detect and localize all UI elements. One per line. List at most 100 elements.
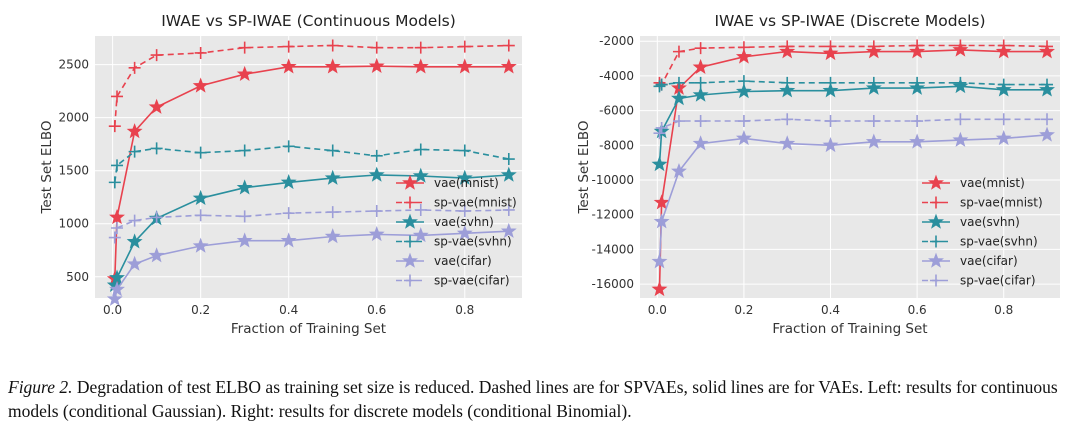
data-point bbox=[324, 58, 341, 74]
data-point bbox=[500, 222, 517, 238]
x-tick-label: 0.2 bbox=[191, 303, 210, 317]
legend-label: sp-vae(cifar) bbox=[434, 274, 510, 288]
chart-continuous-models: 0.0 0.2 0.4 0.6 0.8 500 1000 1500 2000 2500 IWAE v… bbox=[39, 12, 522, 337]
series-line bbox=[114, 209, 509, 238]
data-point bbox=[867, 40, 880, 53]
data-point bbox=[692, 86, 709, 102]
data-point bbox=[238, 210, 251, 223]
data-point bbox=[282, 140, 295, 153]
legend-marker bbox=[930, 235, 942, 248]
data-point bbox=[911, 39, 924, 52]
data-point bbox=[909, 133, 926, 149]
data-point bbox=[192, 189, 209, 206]
legend-item: vae(cifar) bbox=[922, 252, 1018, 268]
data-point bbox=[412, 227, 429, 243]
data-point bbox=[954, 39, 967, 52]
y-tick-label: 1500 bbox=[58, 164, 89, 178]
legend-label: vae(cifar) bbox=[960, 254, 1018, 268]
data-point bbox=[1041, 78, 1054, 91]
x-tick-label: 0.2 bbox=[734, 303, 753, 317]
data-point bbox=[111, 90, 124, 103]
data-point bbox=[128, 61, 141, 74]
data-point bbox=[655, 121, 668, 134]
legend-label: vae(mnist) bbox=[434, 176, 499, 190]
data-point bbox=[236, 65, 253, 81]
data-point bbox=[911, 76, 924, 89]
series-line bbox=[658, 80, 1047, 87]
data-point bbox=[148, 98, 165, 114]
data-point bbox=[458, 40, 471, 53]
data-point bbox=[781, 76, 794, 89]
data-point bbox=[735, 130, 752, 146]
series-sp-vae-mnist bbox=[653, 39, 1054, 91]
data-point bbox=[150, 49, 163, 62]
data-point bbox=[111, 159, 124, 172]
data-point bbox=[370, 41, 383, 54]
data-point bbox=[324, 228, 341, 244]
figure-label: Figure 2. bbox=[8, 377, 73, 397]
data-point bbox=[368, 166, 385, 182]
data-point bbox=[824, 76, 837, 89]
data-point bbox=[128, 145, 141, 158]
data-point bbox=[412, 167, 429, 183]
legend-marker bbox=[402, 174, 418, 190]
data-point bbox=[997, 78, 1010, 91]
data-point bbox=[126, 123, 143, 139]
legend-marker bbox=[402, 252, 418, 268]
y-tick-label: -12000 bbox=[591, 208, 634, 222]
data-point bbox=[326, 144, 339, 157]
data-point bbox=[867, 115, 880, 128]
data-point bbox=[824, 115, 837, 128]
y-tick-label: -16000 bbox=[591, 277, 634, 291]
data-point bbox=[280, 174, 297, 190]
legend-item: vae(svhn) bbox=[922, 213, 1020, 229]
data-point bbox=[324, 169, 341, 185]
series-line bbox=[114, 174, 509, 286]
series-line bbox=[658, 85, 1047, 165]
y-tick-label: -10000 bbox=[591, 173, 634, 187]
series-sp-vae-svhn bbox=[108, 140, 515, 189]
x-tick-label: 0.0 bbox=[103, 303, 122, 317]
data-point bbox=[414, 203, 427, 216]
legend-label: sp-vae(mnist) bbox=[960, 196, 1043, 210]
data-point bbox=[651, 253, 668, 269]
data-point bbox=[500, 166, 517, 182]
legend-label: vae(svhn) bbox=[434, 215, 494, 229]
data-point bbox=[1041, 113, 1054, 126]
data-point bbox=[824, 40, 837, 53]
data-point bbox=[653, 213, 670, 229]
data-point bbox=[694, 42, 707, 55]
y-tick-label: -14000 bbox=[591, 242, 634, 256]
data-point bbox=[194, 46, 207, 59]
x-tick-label: 0.6 bbox=[908, 303, 927, 317]
data-point bbox=[109, 281, 125, 297]
legend-marker bbox=[928, 213, 944, 229]
legend-item: sp-vae(mnist) bbox=[922, 196, 1043, 210]
data-point bbox=[282, 207, 295, 220]
data-point bbox=[326, 39, 339, 52]
data-point bbox=[694, 115, 707, 128]
legend-item: sp-vae(mnist) bbox=[396, 196, 517, 210]
data-point bbox=[109, 209, 125, 225]
data-point bbox=[192, 77, 209, 93]
data-point bbox=[995, 130, 1012, 146]
data-point bbox=[692, 135, 709, 151]
data-point bbox=[126, 233, 143, 249]
data-point bbox=[150, 211, 163, 224]
data-point bbox=[671, 90, 687, 106]
data-point bbox=[500, 58, 517, 74]
y-tick-label: 2500 bbox=[58, 58, 89, 72]
data-point bbox=[414, 41, 427, 54]
x-tick-label: 0.0 bbox=[648, 303, 667, 317]
data-point bbox=[238, 41, 251, 54]
series-line bbox=[114, 145, 509, 183]
data-point bbox=[737, 75, 750, 88]
data-point bbox=[671, 162, 687, 179]
x-axis-label: Fraction of Training Set bbox=[231, 321, 386, 337]
legend-label: sp-vae(svhn) bbox=[960, 235, 1038, 249]
legend-item: sp-vae(cifar) bbox=[922, 274, 1036, 288]
legend-label: vae(mnist) bbox=[960, 176, 1025, 190]
data-point bbox=[997, 113, 1010, 126]
data-point bbox=[867, 76, 880, 89]
data-point bbox=[653, 80, 666, 93]
